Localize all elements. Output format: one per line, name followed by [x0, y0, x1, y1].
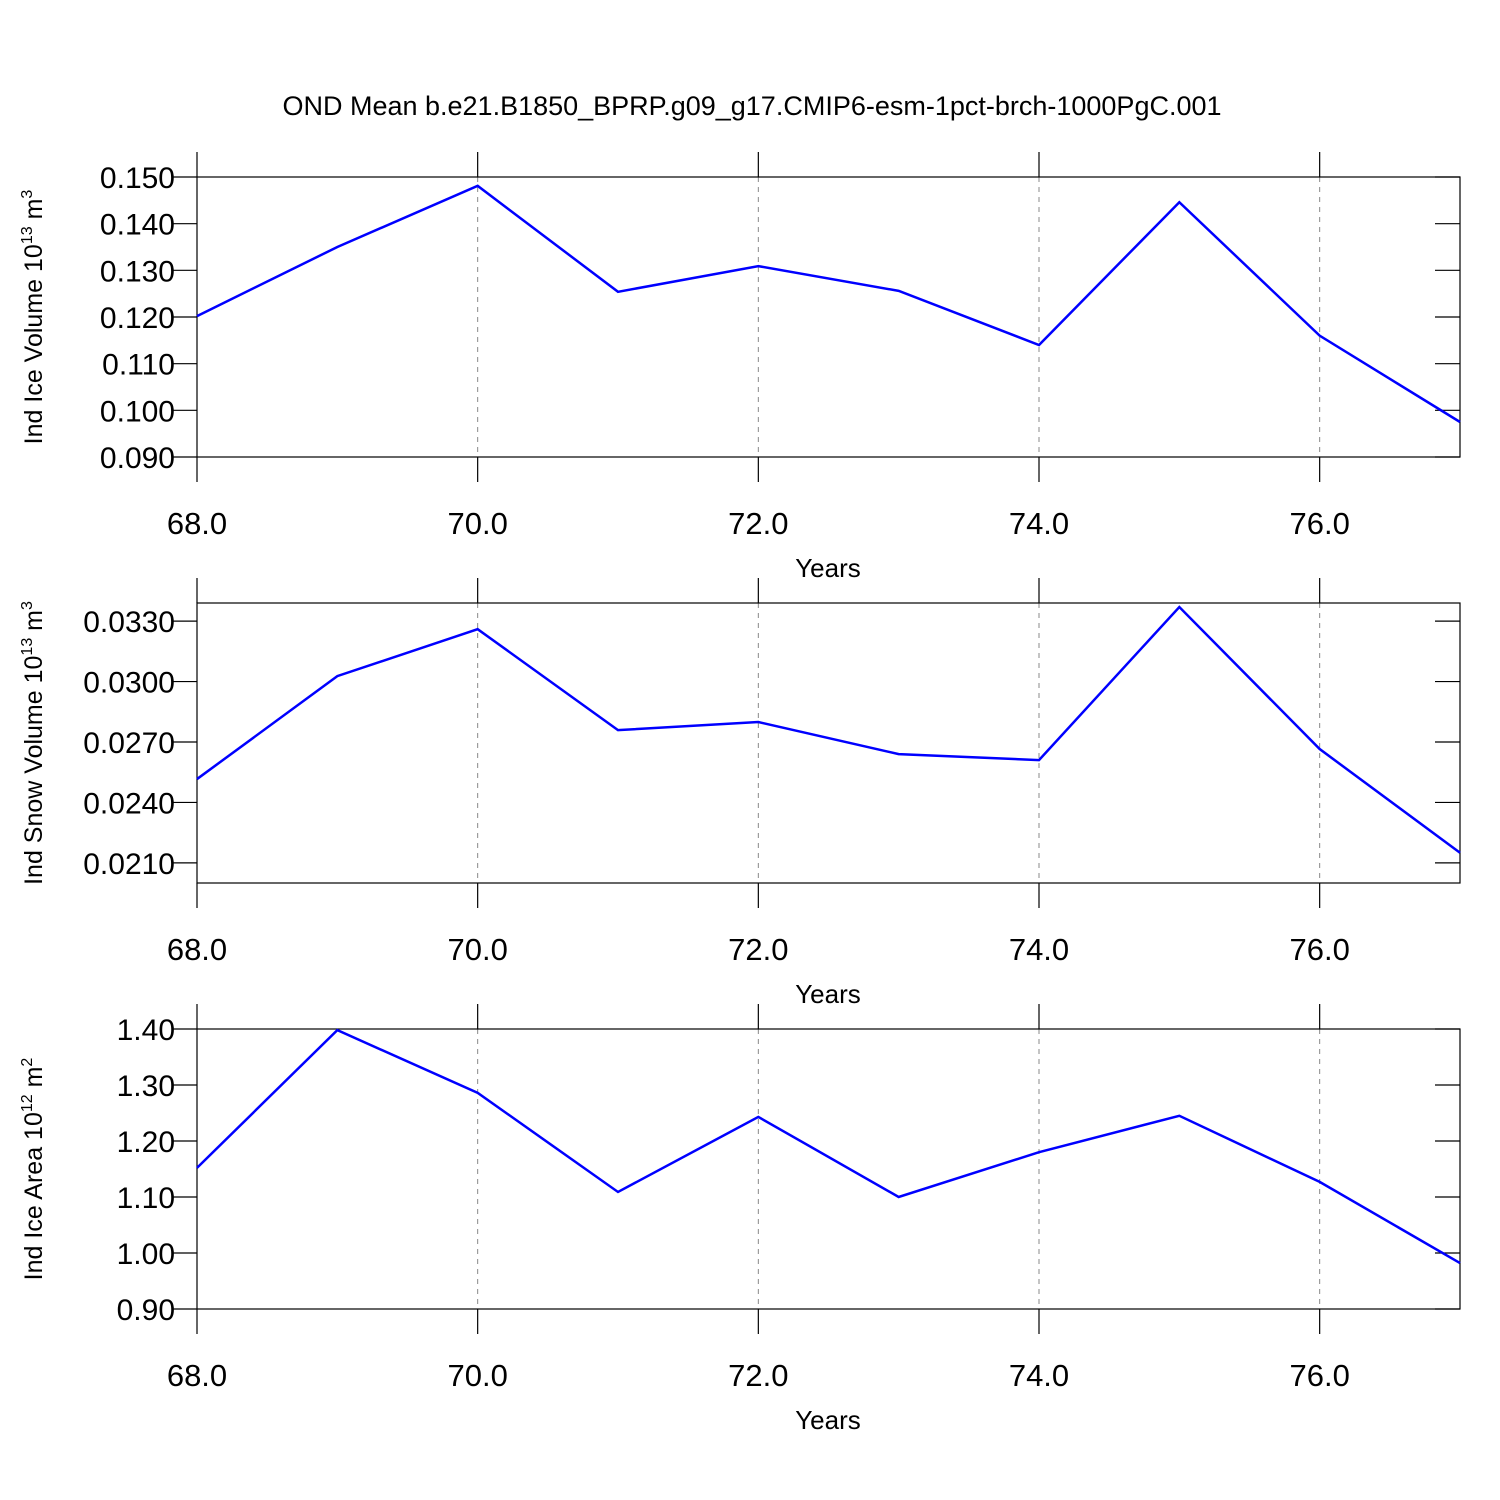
y-axis-label-exponent: 3 — [19, 601, 36, 610]
x-tick-label: 70.0 — [447, 932, 507, 967]
y-axis-label-part: m — [20, 199, 48, 227]
y-tick-label: 1.10 — [117, 1182, 175, 1215]
y-tick-label: 0.140 — [100, 209, 175, 242]
y-tick-label: 0.110 — [102, 349, 175, 382]
y-axis-label-part: Ind Ice Volume 10 — [20, 244, 48, 444]
y-tick-label: 0.0300 — [83, 667, 175, 700]
x-tick-label: 76.0 — [1289, 932, 1349, 967]
data-line — [196, 184, 1461, 424]
y-tick-label: 0.100 — [100, 395, 175, 428]
x-tick-label: 68.0 — [167, 932, 227, 967]
x-tick-label: 68.0 — [167, 506, 227, 541]
y-tick-label: 0.0240 — [83, 787, 175, 820]
x-tick-label: 72.0 — [728, 506, 788, 541]
data-line — [196, 1028, 1461, 1265]
y-tick-label: 0.0270 — [83, 727, 175, 760]
y-axis-label: Ind Ice Area 1012 m2 — [19, 1058, 48, 1281]
y-tick-label: 1.00 — [117, 1238, 175, 1271]
x-axis-label: Years — [795, 1405, 861, 1435]
y-axis-label-exponent: 13 — [19, 638, 36, 656]
y-tick-label: 0.090 — [100, 442, 175, 475]
x-tick-label: 74.0 — [1009, 1358, 1069, 1393]
x-axis-label: Years — [795, 553, 861, 583]
chart-title: OND Mean b.e21.B1850_BPRP.g09_g17.CMIP6-… — [282, 91, 1221, 121]
y-tick-label: 0.0330 — [83, 606, 175, 639]
x-tick-label: 74.0 — [1009, 932, 1069, 967]
x-tick-label: 74.0 — [1009, 506, 1069, 541]
plot-frame — [196, 1028, 1461, 1310]
x-tick-label: 70.0 — [447, 1358, 507, 1393]
y-tick-label: 1.30 — [117, 1070, 175, 1103]
y-axis-label: Ind Ice Volume 1013 m3 — [19, 190, 48, 445]
plot-frame — [196, 176, 1461, 458]
y-tick-label: 0.150 — [100, 162, 175, 195]
y-tick-label: 0.120 — [100, 302, 175, 335]
y-axis-label-exponent: 2 — [19, 1058, 36, 1067]
y-tick-label: 0.130 — [100, 255, 175, 288]
plot-frame — [196, 602, 1461, 884]
y-tick-label: 0.0210 — [83, 848, 175, 881]
x-tick-label: 68.0 — [167, 1358, 227, 1393]
y-axis-label: Ind Snow Volume 1013 m3 — [19, 601, 48, 885]
y-axis-label-part: Ind Ice Area 10 — [20, 1112, 48, 1280]
x-tick-label: 72.0 — [728, 932, 788, 967]
y-axis-label-part: Ind Snow Volume 10 — [20, 656, 48, 885]
x-tick-label: 76.0 — [1289, 1358, 1349, 1393]
x-axis-label: Years — [795, 979, 861, 1009]
y-axis-label-exponent: 12 — [19, 1094, 36, 1112]
x-tick-label: 72.0 — [728, 1358, 788, 1393]
y-tick-label: 1.20 — [117, 1126, 175, 1159]
y-tick-label: 0.90 — [117, 1294, 175, 1327]
y-axis-label-part: m — [20, 1067, 48, 1095]
data-line — [196, 605, 1461, 854]
y-axis-label-exponent: 13 — [19, 226, 36, 244]
y-axis-label-exponent: 3 — [19, 190, 36, 199]
y-axis-label-part: m — [20, 610, 48, 638]
x-tick-label: 70.0 — [447, 506, 507, 541]
x-tick-label: 76.0 — [1289, 506, 1349, 541]
y-tick-label: 1.40 — [117, 1014, 175, 1047]
